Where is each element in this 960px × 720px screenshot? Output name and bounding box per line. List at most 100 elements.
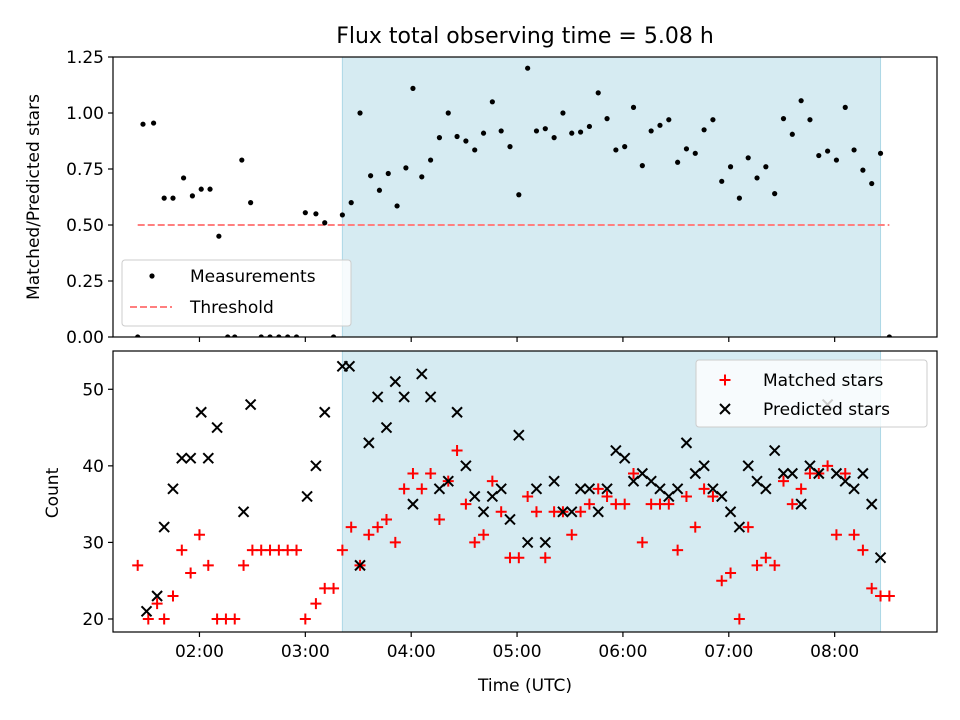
measurement-point [445, 110, 451, 116]
x-tick-label: 04:00 [387, 642, 436, 662]
legend-label: Threshold [189, 298, 274, 318]
matched-star-point [451, 445, 463, 457]
measurement-point [816, 152, 822, 159]
matched-star-point [433, 513, 445, 525]
top-y-axis-label: Matched/Predicted stars [24, 94, 44, 300]
measurement-point [403, 165, 409, 171]
measurement-point [330, 334, 337, 337]
measurement-point [701, 127, 707, 133]
measurement-point [368, 173, 374, 179]
predicted-star-point [874, 552, 887, 564]
matched-star-point [513, 552, 525, 564]
predicted-star-point [733, 521, 746, 533]
predicted-star-point [354, 559, 366, 572]
predicted-star-point [848, 483, 860, 495]
predicted-star-point [698, 460, 710, 472]
predicted-star-point [460, 460, 472, 472]
measurement-point [675, 159, 681, 165]
predicted-star-point [310, 460, 322, 472]
measurement-point [410, 85, 416, 91]
matched-star-point [238, 559, 250, 571]
measurement-point [385, 170, 391, 177]
predicted-star-point [380, 421, 393, 434]
predicted-star-point [592, 506, 604, 518]
predicted-star-point [451, 406, 463, 418]
predicted-star-point [742, 460, 754, 472]
measurement-point [630, 104, 637, 110]
predicted-star-point [574, 483, 587, 495]
predicted-star-point [601, 483, 613, 495]
bottom-panel: 20 30 40 50 02:00 03:00 04:00 05:00 06:00 07:00 08… [82, 350, 938, 662]
predicted-star-point [768, 444, 781, 457]
matched-star-point [299, 613, 311, 625]
measurement-point [551, 135, 557, 141]
predicted-star-point [363, 437, 375, 449]
matched-star-point [830, 529, 842, 541]
measurement-point [207, 186, 213, 192]
legend-matched-marker [719, 374, 731, 386]
measurement-point [225, 334, 231, 337]
predicted-star-point [813, 467, 825, 480]
matched-star-point [786, 498, 798, 510]
matched-star-point [689, 521, 701, 533]
measurement-point [276, 334, 282, 337]
axes-frame [112, 350, 938, 633]
predicted-star-point [760, 483, 772, 495]
predicted-star-point [724, 506, 737, 518]
matched-star-point [751, 559, 763, 571]
measurement-point [842, 104, 848, 110]
measurement-point [727, 164, 734, 170]
matched-star-point [619, 498, 631, 510]
predicted-star-point [167, 483, 179, 495]
measurement-point [789, 131, 795, 137]
legend-box [121, 259, 352, 327]
matched-star-point [839, 468, 851, 480]
matched-star-point [310, 598, 322, 610]
measurement-point [419, 174, 425, 180]
matched-star-point [425, 468, 437, 480]
matched-star-point [883, 590, 895, 602]
measurement-point [357, 110, 363, 116]
predicted-star-point [244, 398, 257, 411]
predicted-star-point [301, 490, 313, 503]
predicted-star-point [398, 391, 410, 403]
matched-star-point [486, 475, 498, 487]
matched-star-point [742, 521, 754, 533]
measurement-point [150, 120, 157, 126]
measurement-point [833, 157, 840, 163]
matched-star-point [795, 483, 807, 495]
predicted-star-point [158, 521, 170, 533]
measurement-point [313, 211, 319, 217]
measurement-point [394, 203, 400, 209]
predicted-star-point [539, 536, 551, 549]
measurement-point [498, 128, 504, 134]
matched-star-point [202, 559, 214, 571]
predicted-star-point [795, 498, 807, 510]
measurement-point [189, 193, 196, 199]
measurement-point [135, 334, 141, 337]
matched-star-point [336, 544, 348, 556]
matched-star-point [291, 544, 303, 556]
y-tick-label: 1.25 [66, 48, 104, 68]
matched-star-point [566, 529, 578, 541]
predicted-star-point [530, 483, 543, 495]
measurement-point [798, 98, 804, 104]
measurement-point [248, 200, 254, 206]
measurement-point [454, 133, 460, 140]
measurement-point [516, 192, 522, 198]
matched-star-point [469, 536, 481, 548]
chart-title: Flux total observing time = 5.08 h [336, 24, 714, 49]
x-tick-label: 07:00 [704, 642, 753, 662]
legend-label: Measurements [190, 267, 316, 287]
y-tick-label: 40 [82, 457, 104, 477]
matched-star-point [416, 483, 428, 495]
measurement-point [622, 144, 628, 150]
observing-span-shade [342, 57, 881, 337]
measurement-point [807, 117, 813, 123]
predicted-star-point [195, 406, 207, 418]
matched-star-point [733, 613, 745, 625]
measurement-point [170, 195, 176, 201]
legend: Measurements Threshold [121, 259, 352, 327]
predicted-star-point [176, 452, 188, 464]
measurement-point [525, 65, 531, 71]
